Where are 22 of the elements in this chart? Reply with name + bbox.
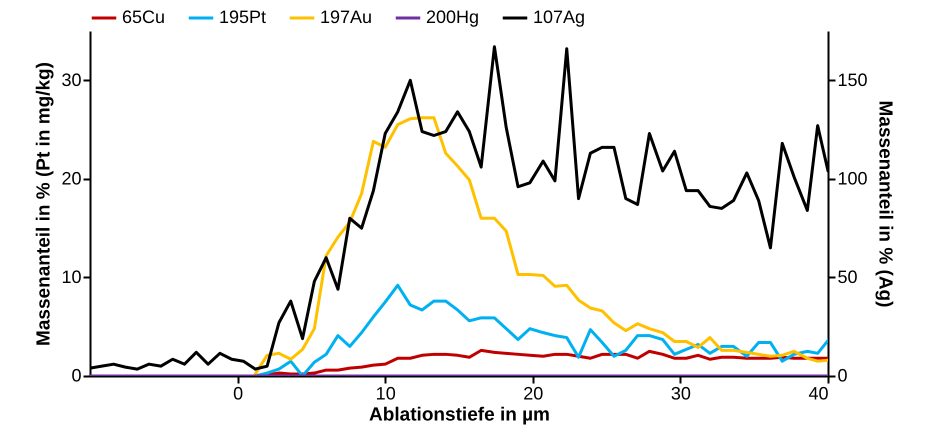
x-axis-title: Ablationstiefe in µm <box>369 404 550 426</box>
y-tick-label: 0 <box>71 366 82 386</box>
y-tick-label: 20 <box>61 168 82 188</box>
y2-tick-label: 150 <box>838 70 868 90</box>
y2-axis-title: Massenanteil in % (Ag) <box>874 100 896 308</box>
y-axis-title: Massenanteil in % (Pt in mg/kg) <box>33 62 54 346</box>
x-tick-label: 40 <box>808 384 828 404</box>
x-tick-label: 20 <box>523 384 544 404</box>
y-tick-label: 30 <box>61 70 82 90</box>
legend-label: 197Au <box>320 7 372 27</box>
legend-label: 65Cu <box>122 7 166 27</box>
y-tick-label: 10 <box>61 266 82 287</box>
x-tick-label: 0 <box>233 384 244 404</box>
legend-label: 200Hg <box>426 7 480 27</box>
line-series <box>254 116 828 376</box>
y2-tick-label: 50 <box>838 266 858 287</box>
legend-label: 107Ag <box>533 7 586 27</box>
y2-tick-label: 100 <box>838 168 868 188</box>
x-tick-label: 10 <box>376 384 396 404</box>
legend-label: 195Pt <box>219 7 266 27</box>
y2-tick-label: 0 <box>838 366 848 386</box>
x-tick-label: 30 <box>670 384 691 404</box>
